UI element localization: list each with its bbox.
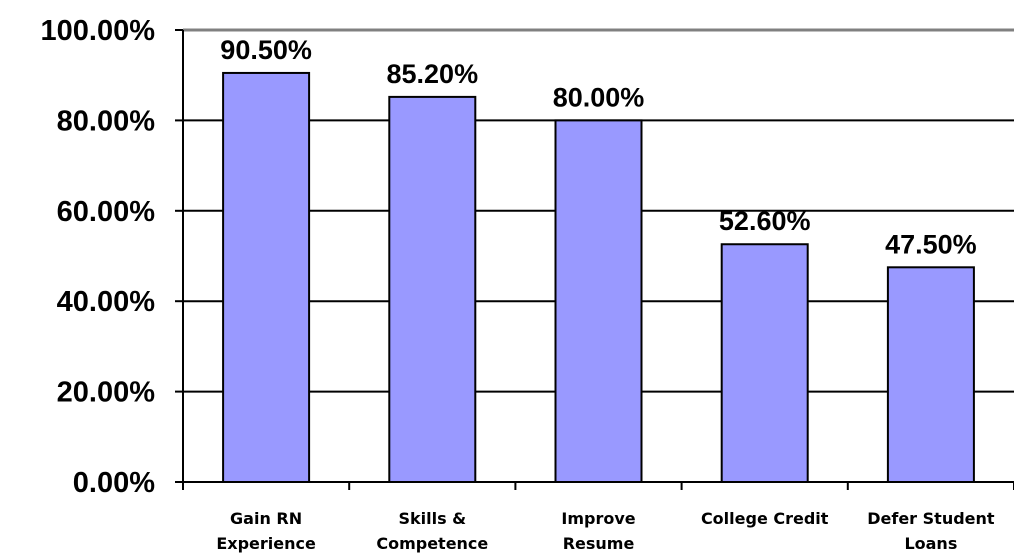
data-labels: 90.50% 85.20% 80.00% 52.60% 47.50%: [220, 35, 976, 259]
y-tick-labels: 0.00% 20.00% 40.00% 60.00% 80.00% 100.00%: [41, 15, 156, 499]
x-tick-label: College Credit: [701, 509, 829, 528]
y-tick-label: 100.00%: [41, 15, 156, 47]
bar: [554, 119, 643, 484]
x-tick-labels: Gain RN Experience Skills & Competence Impro…: [216, 509, 995, 553]
x-tick-label: Defer Student Loans: [867, 509, 995, 553]
data-label: 80.00%: [553, 82, 645, 112]
x-tick-label: Improve Resume: [561, 509, 635, 553]
y-tick-label: 40.00%: [57, 286, 156, 318]
x-tick-label: Gain RN Experience: [216, 509, 316, 553]
y-tick-label: 0.00%: [73, 467, 155, 499]
x-tick-label: Skills & Competence: [376, 509, 488, 553]
bar: [886, 266, 975, 483]
data-label: 90.50%: [220, 35, 312, 65]
bars: [222, 71, 975, 484]
y-tick-label: 20.00%: [57, 377, 156, 409]
y-tick-label: 80.00%: [57, 105, 156, 137]
data-label: 52.60%: [719, 206, 811, 236]
y-tick-label: 60.00%: [57, 196, 156, 228]
bar: [388, 95, 477, 484]
data-label: 85.20%: [387, 59, 479, 89]
data-label: 47.50%: [885, 229, 977, 259]
bar: [222, 71, 311, 483]
bar: [720, 243, 809, 483]
axes: [175, 29, 1014, 490]
